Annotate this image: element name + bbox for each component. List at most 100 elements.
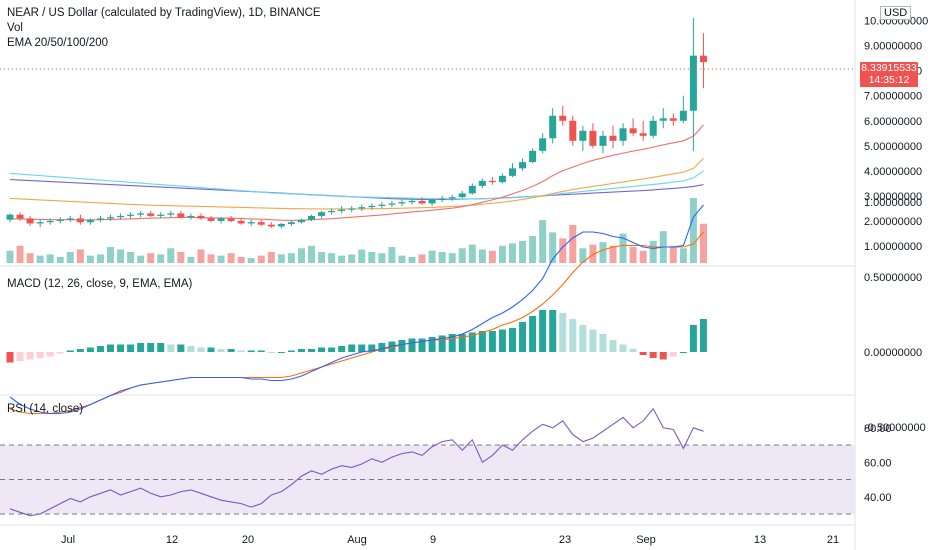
macd-histogram-bar	[76, 349, 84, 352]
volume-legend[interactable]: Vol	[7, 22, 23, 34]
candle-body	[378, 204, 386, 206]
price-axis[interactable]: 11.0000000010.000000009.000000008.000000…	[864, 0, 928, 504]
macd-histogram-bar	[458, 334, 466, 352]
macd-histogram-bar	[609, 340, 617, 352]
macd-histogram-bar	[66, 350, 74, 352]
candle-body	[699, 55, 707, 63]
macd-histogram-bar	[187, 346, 195, 352]
volume-bar	[458, 248, 466, 263]
macd-histogram-bar	[277, 352, 285, 353]
macd-histogram-bar	[589, 329, 597, 352]
macd-histogram-bar	[237, 350, 245, 352]
time-axis[interactable]: Jul 12 20 Aug 9 23 Sep 13 21	[61, 534, 839, 546]
rsi-tick-label: 80.00	[864, 423, 892, 435]
volume-bar	[328, 253, 336, 263]
macd-histogram-bar	[398, 340, 406, 352]
macd-histogram-bar	[318, 347, 326, 352]
volume-bar	[318, 251, 326, 263]
volume-bar	[488, 250, 496, 263]
volume-bar	[418, 254, 426, 263]
macd-histogram-bar	[378, 343, 386, 352]
volume-bar	[408, 256, 416, 263]
volume-bar	[669, 245, 677, 263]
macd-histogram-bar	[46, 352, 54, 357]
price-tick-label: 4.00000000	[864, 166, 922, 178]
macd-histogram-bar	[428, 337, 436, 352]
macd-histogram-bar	[699, 319, 707, 352]
macd-histogram-bar	[669, 352, 677, 357]
macd-histogram-bar	[509, 328, 516, 352]
volume-bar	[569, 224, 577, 263]
last-price-badge: 8.33915533 14:35:12	[860, 62, 918, 87]
candle-body	[16, 214, 24, 219]
candle-body	[207, 218, 215, 221]
time-tick-label: Jul	[61, 534, 75, 546]
volume-bar	[689, 198, 697, 263]
volume-bar	[378, 253, 386, 263]
volume-bar	[428, 250, 436, 263]
candle-body	[629, 128, 637, 134]
volume-bar	[277, 254, 285, 263]
macd-histogram-bar	[107, 344, 114, 352]
candle-body	[76, 218, 84, 223]
candle-body	[297, 219, 305, 223]
volume-bar	[237, 256, 245, 263]
candle-body	[96, 218, 104, 220]
macd-histogram-bar	[639, 352, 647, 355]
macd-histogram-bar	[498, 329, 506, 352]
volume-bars	[6, 198, 707, 263]
price-tick-label: 6.00000000	[864, 116, 922, 128]
volume-bar	[498, 245, 506, 263]
candle-body	[609, 135, 617, 141]
candle-body	[107, 217, 114, 219]
macd-histogram-bar	[529, 316, 537, 352]
volume-bar	[348, 254, 356, 263]
volume-bar	[257, 255, 265, 263]
candle-body	[649, 120, 657, 136]
rsi-tick-label: 40.00	[864, 492, 892, 504]
candle-body	[589, 130, 597, 146]
candle-body	[488, 180, 496, 183]
macd-histogram-bar	[519, 322, 527, 352]
candle-body	[669, 118, 677, 121]
candle-body	[438, 198, 446, 200]
macd-pane	[6, 204, 707, 415]
macd-histogram-bar	[569, 319, 577, 352]
currency-label[interactable]: USD	[880, 6, 912, 20]
time-tick-label: 12	[166, 534, 178, 546]
volume-bar	[86, 255, 94, 263]
volume-bar	[448, 253, 456, 263]
candle-body	[197, 215, 205, 219]
macd-histogram-bar	[177, 344, 185, 352]
macd-histogram-bar	[157, 343, 165, 352]
rsi-legend[interactable]: RSI (14, close)	[7, 403, 84, 415]
price-tick-label: 1.00000000	[864, 241, 922, 253]
candle-body	[267, 224, 275, 227]
volume-bar	[649, 240, 657, 263]
bar-countdown: 14:35:12	[868, 74, 910, 86]
volume-bar	[368, 251, 376, 263]
candle-body	[227, 218, 235, 221]
macd-histogram-bar	[247, 350, 255, 352]
macd-histogram-bar	[197, 347, 205, 352]
ema100-line	[9, 170, 704, 200]
macd-histogram-bar	[137, 343, 145, 352]
candle-body	[348, 208, 356, 210]
candle-body	[66, 218, 74, 220]
macd-histogram-bar	[649, 352, 657, 358]
volume-bar	[187, 256, 195, 263]
macd-legend[interactable]: MACD (12, 26, close, 9, EMA, EMA)	[7, 278, 193, 290]
chart-title[interactable]: NEAR / US Dollar (calculated by TradingV…	[7, 7, 321, 19]
time-tick-label: Aug	[347, 534, 367, 546]
candle-body	[247, 222, 255, 224]
volume-bar	[197, 249, 205, 263]
candle-body	[6, 214, 14, 220]
macd-histogram-bar	[227, 349, 235, 352]
candle-body	[428, 199, 436, 204]
macd-histogram-bar	[16, 352, 24, 361]
candle-body	[599, 135, 607, 146]
macd-histogram-bar	[468, 332, 476, 352]
ema-legend[interactable]: EMA 20/50/100/200	[7, 37, 109, 49]
volume-bar	[559, 238, 567, 263]
